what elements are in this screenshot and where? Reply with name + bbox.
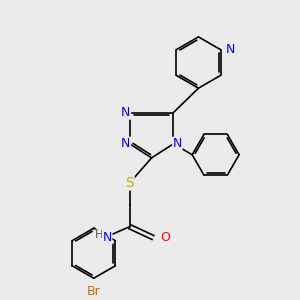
Text: N: N [225,43,235,56]
Text: N: N [103,231,112,244]
Text: N: N [172,137,182,150]
Text: H: H [95,230,103,240]
Text: O: O [160,231,170,244]
Text: Br: Br [87,285,100,298]
Text: N: N [121,137,130,150]
Text: N: N [121,106,130,119]
Text: S: S [125,176,134,190]
